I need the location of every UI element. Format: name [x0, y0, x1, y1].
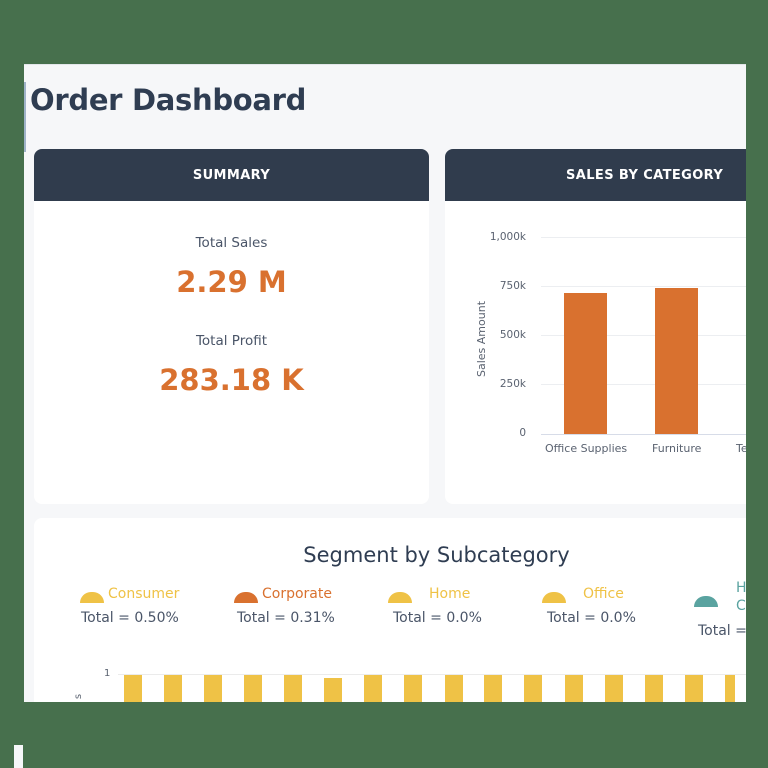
legend-label: H: [736, 580, 746, 596]
y-tick: 750k: [499, 280, 526, 292]
legend-total: Total = 0.0%: [393, 610, 482, 626]
bar[interactable]: [364, 675, 382, 702]
bar[interactable]: [605, 675, 623, 702]
total-profit-label: Total Profit: [195, 333, 268, 349]
bar[interactable]: [645, 675, 663, 702]
y-tick: 1: [104, 668, 111, 679]
total-sales-value: 2.29 M: [176, 265, 287, 299]
bar[interactable]: [124, 675, 142, 702]
gridline: [541, 335, 746, 336]
y-tick: 250k: [499, 378, 526, 390]
backdrop-right: [746, 0, 768, 768]
bar[interactable]: [685, 675, 703, 702]
fragment-panel: [14, 745, 23, 768]
gridline: [541, 384, 746, 385]
x-tick-furniture: Furniture: [652, 442, 702, 455]
y-axis-label: s: [73, 693, 85, 700]
sales-by-category-card: SALES BY CATEGORY Sales Amount 1,000k 75…: [445, 149, 746, 504]
legend-swatch-icon: [694, 596, 718, 607]
backdrop-top: [0, 0, 768, 64]
legend-total: Total =: [698, 623, 746, 639]
gridline: [541, 237, 746, 238]
legend-total: Total = 0.31%: [237, 610, 335, 626]
bar[interactable]: [404, 675, 422, 702]
bar-office-supplies[interactable]: [564, 293, 607, 434]
bar[interactable]: [524, 675, 542, 702]
total-sales-label: Total Sales: [195, 235, 268, 251]
segment-chart-title: Segment by Subcategory: [303, 543, 570, 567]
dashboard-page: Order Dashboard SUMMARY Total Sales 2.29…: [24, 64, 746, 702]
y-tick: 1,000k: [489, 231, 526, 243]
bar[interactable]: [204, 675, 222, 702]
legend-swatch-icon: [388, 592, 412, 603]
page-title: Order Dashboard: [30, 83, 307, 117]
gridline: [541, 286, 746, 287]
y-tick: 500k: [499, 329, 526, 341]
bar[interactable]: [244, 675, 262, 702]
bar[interactable]: [725, 675, 735, 702]
x-tick-technology: Te: [736, 442, 746, 455]
page-edge: [24, 82, 26, 152]
y-tick: 0: [519, 427, 526, 439]
legend-swatch-icon: [234, 592, 258, 603]
bar-furniture[interactable]: [655, 288, 698, 434]
bar[interactable]: [445, 675, 463, 702]
legend-label: Consumer: [108, 586, 180, 602]
bar[interactable]: [284, 675, 302, 702]
x-axis-line: [541, 434, 746, 435]
bar[interactable]: [565, 675, 583, 702]
legend-swatch-icon: [542, 592, 566, 603]
legend-label: Corporate: [262, 586, 332, 602]
legend-label: C: [736, 598, 746, 614]
backdrop-bottom: [0, 702, 768, 768]
backdrop-left: [0, 0, 24, 768]
gridline: [118, 674, 746, 675]
segment-by-subcategory-card: Segment by Subcategory Consumer Total = …: [34, 518, 746, 702]
total-profit-value: 283.18 K: [159, 363, 304, 397]
bar[interactable]: [164, 675, 182, 702]
summary-card: SUMMARY Total Sales 2.29 M Total Profit …: [34, 149, 429, 504]
x-tick-office-supplies: Office Supplies: [545, 442, 628, 455]
legend-label: Home: [429, 586, 471, 602]
legend-total: Total = 0.50%: [81, 610, 179, 626]
legend-total: Total = 0.0%: [547, 610, 636, 626]
legend-label: Office: [583, 586, 624, 602]
bar[interactable]: [484, 675, 502, 702]
legend-swatch-icon: [80, 592, 104, 603]
sales-by-category-header: SALES BY CATEGORY: [445, 149, 746, 201]
summary-header: SUMMARY: [34, 149, 429, 201]
bar[interactable]: [324, 678, 342, 702]
